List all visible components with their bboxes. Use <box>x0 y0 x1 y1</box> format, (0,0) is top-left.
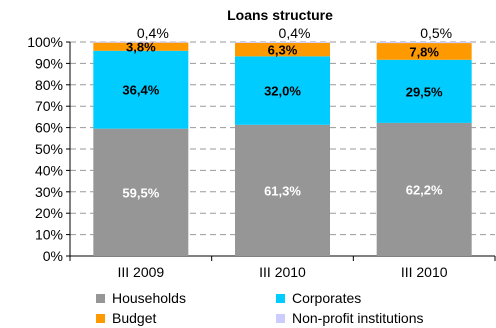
data-label: 6,3% <box>268 43 298 58</box>
bar-segment-budget <box>376 43 472 60</box>
data-label: 7,8% <box>409 44 439 59</box>
bar-segment-non-profit-institutions <box>93 41 189 43</box>
legend-label-non-profit: Non-profit institutions <box>292 310 424 326</box>
non-profit-swatch <box>276 313 285 323</box>
budget-swatch <box>96 313 105 323</box>
households-swatch <box>96 293 105 303</box>
x-category-label: III 2010 <box>401 264 448 280</box>
bar-segment-budget <box>93 42 189 51</box>
x-category-label: III 2010 <box>259 264 306 280</box>
y-tick-label: 100% <box>27 34 63 50</box>
legend-label-budget: Budget <box>112 310 157 326</box>
legend-item-households: Households <box>96 289 186 307</box>
legend-label-corporates: Corporates <box>292 290 362 306</box>
y-tick-label: 70% <box>35 98 63 114</box>
data-label: 61,3% <box>264 183 301 198</box>
bar-segment-non-profit-institutions <box>235 42 330 43</box>
y-tick-label: 0% <box>43 248 63 264</box>
bar-segment-households <box>376 122 472 256</box>
y-tick-label: 60% <box>35 120 63 136</box>
corporates-swatch <box>276 293 285 303</box>
data-label: 36,4% <box>122 83 159 98</box>
y-tick-label: 40% <box>35 162 63 178</box>
bar-segment-corporates <box>235 56 330 125</box>
data-label: 3,8% <box>126 40 156 55</box>
y-tick-label: 50% <box>35 141 63 157</box>
bar-segment-corporates <box>93 50 189 129</box>
chart-title: Loans structure <box>227 7 333 23</box>
bar-segment-corporates <box>376 59 472 123</box>
data-label: 59,5% <box>122 185 159 200</box>
y-tick-label: 20% <box>35 205 63 221</box>
data-label: 32,0% <box>264 84 301 99</box>
y-tick-label: 80% <box>35 77 63 93</box>
data-label: 29,5% <box>406 84 443 99</box>
y-tick-label: 10% <box>35 227 63 243</box>
x-category-label: III 2009 <box>117 264 164 280</box>
legend-item-corporates: Corporates <box>276 289 361 307</box>
legend-label-households: Households <box>112 290 186 306</box>
data-label: 0,5% <box>420 25 452 41</box>
bar-segment-households <box>235 124 330 257</box>
y-tick-label: 90% <box>35 55 63 71</box>
y-tick-label: 30% <box>35 184 63 200</box>
legend-item-budget: Budget <box>96 309 156 327</box>
bar-segment-non-profit-institutions <box>376 42 472 44</box>
data-label: 0,4% <box>137 25 169 41</box>
data-label: 0,4% <box>279 25 311 41</box>
bar-segment-households <box>93 128 189 256</box>
bar-segment-budget <box>235 42 330 57</box>
data-label: 62,2% <box>406 182 443 197</box>
legend-item-non-profit: Non-profit institutions <box>276 309 424 327</box>
